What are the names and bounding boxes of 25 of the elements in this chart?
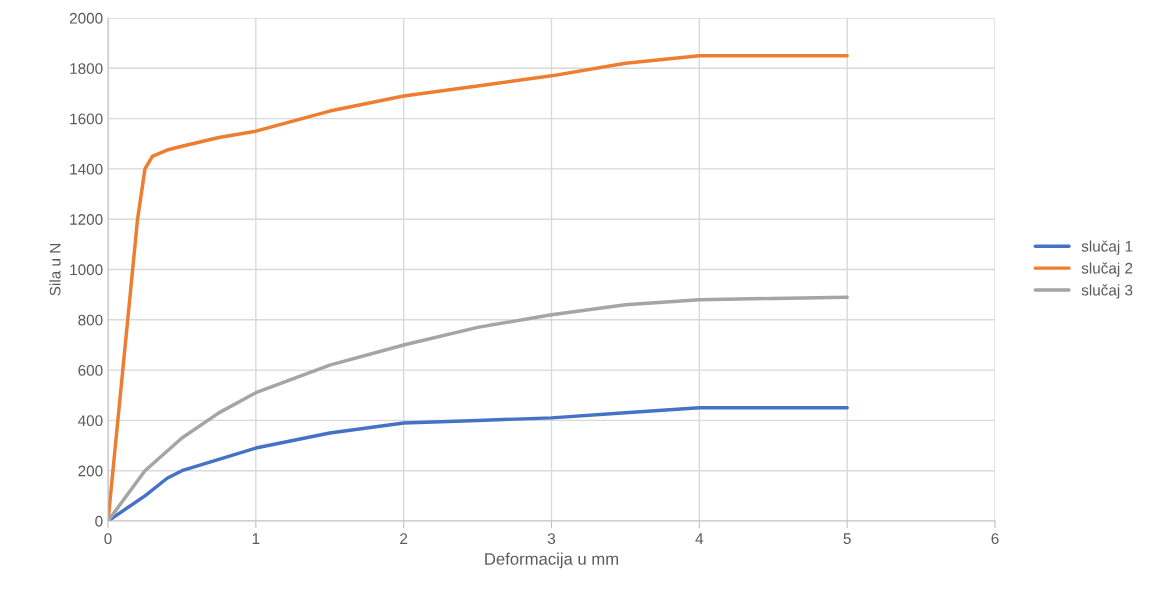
legend-label: slučaj 3 — [1081, 284, 1133, 299]
legend-label: slučaj 1 — [1081, 240, 1133, 255]
y-tick-label: 0 — [95, 515, 103, 527]
y-tick-label: 1600 — [70, 113, 103, 125]
line-series — [108, 406, 849, 521]
x-tick-label: 4 — [695, 533, 704, 544]
x-tick-label: 3 — [547, 533, 556, 545]
line-series — [108, 295, 849, 521]
y-axis-title: Sila u N — [49, 244, 61, 296]
y-tick-label: 1200 — [70, 214, 103, 225]
y-tick-label: 1800 — [70, 63, 103, 74]
x-axis-title: Deformacija u mm — [485, 552, 619, 569]
y-tick-label: 800 — [78, 314, 103, 326]
y-tick-label: 400 — [78, 415, 103, 427]
y-tick-label: 600 — [78, 364, 103, 376]
x-tick-label: 1 — [252, 533, 260, 544]
y-tick-label: 1400 — [70, 163, 103, 175]
x-tick-label: 0 — [104, 533, 112, 545]
x-tick-label: 2 — [400, 533, 408, 544]
y-tick-label: 2000 — [69, 12, 103, 24]
y-tick-label: 200 — [78, 465, 103, 477]
x-tick-label: 5 — [843, 533, 851, 545]
y-tick-label: 1000 — [70, 264, 103, 276]
legend-label: slučaj 2 — [1081, 262, 1133, 277]
x-tick-label: 6 — [991, 533, 999, 545]
